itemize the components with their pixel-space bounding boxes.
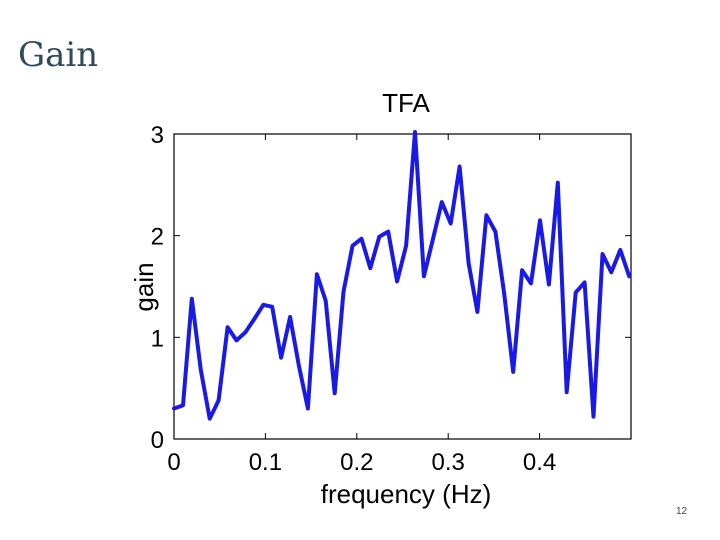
data-point [484,213,488,217]
data-point [368,266,372,270]
data-point [333,391,337,395]
data-point [413,130,417,134]
data-point [538,218,542,222]
data-point [199,368,203,372]
data-point [502,292,506,296]
data-point [601,252,604,256]
x-tick-label: 0 [167,449,180,476]
data-point [449,222,453,225]
tick-labels: 0 0.1 0.2 0.3 0.4 0 1 2 3 [151,122,557,476]
data-point [351,244,354,248]
data-point [529,281,533,285]
data-point [342,290,345,294]
data-point [172,407,176,410]
chart-title: TFA [382,88,430,118]
data-point [261,303,265,307]
data-point [386,230,390,234]
slide-title: Gain [18,35,99,75]
x-tick-label: 0.3 [432,449,465,476]
data-point [618,248,622,252]
data-point [306,407,310,410]
data-point [404,244,408,248]
y-tick-label: 3 [151,122,164,149]
axis-ticks [173,133,631,440]
data-point [217,398,221,402]
x-axis-title: frequency (Hz) [321,479,492,509]
data-point [324,299,328,303]
data-point [422,274,426,278]
data-point [297,364,301,368]
data-point [547,283,551,286]
data-point [493,230,497,234]
plot-area [173,133,632,440]
data-point [511,370,515,374]
data-point [360,237,363,241]
data-point [556,181,560,185]
data-point [252,317,256,321]
data-point [440,200,444,204]
x-tick-label: 0.1 [249,449,282,476]
y-tick-label: 2 [151,224,164,251]
data-point [243,330,247,334]
data-point [208,417,212,421]
data-point [377,235,381,239]
data-point [467,261,471,265]
data-point [583,280,587,284]
data-point [279,356,283,360]
data-point [565,390,569,394]
data-point [458,165,462,168]
data-point [520,268,524,272]
page-number: 12 [676,506,688,517]
data-point [574,291,578,295]
y-tick-label: 0 [151,427,164,454]
data-point [592,415,595,419]
data-point [627,274,631,278]
data-point [609,270,613,274]
series-group [172,130,632,421]
data-point [315,272,319,276]
data-point [395,279,399,283]
y-tick-label: 1 [151,325,164,352]
data-point [288,315,292,319]
data-point [181,403,185,407]
data-point [190,297,194,301]
data-point [475,310,479,314]
data-point [270,305,274,309]
data-point [235,338,238,342]
data-point [226,325,230,329]
y-axis-title: gain [129,262,159,311]
x-tick-label: 0.2 [340,449,373,476]
data-point [431,238,435,242]
x-tick-label: 0.4 [523,449,556,476]
series-line [172,130,632,421]
